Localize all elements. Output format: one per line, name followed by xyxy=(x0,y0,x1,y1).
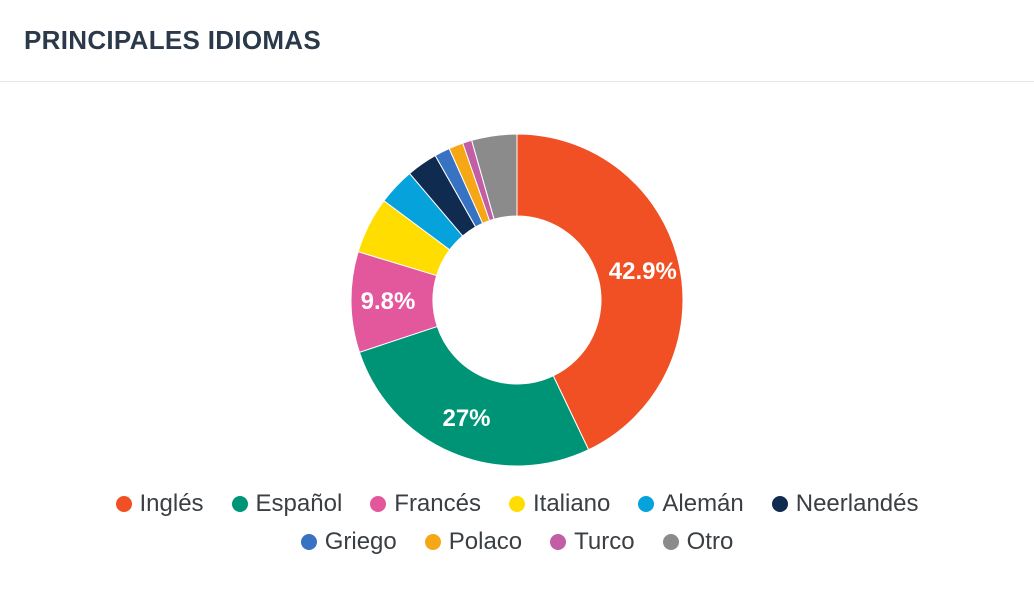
legend-item-polaco[interactable]: Polaco xyxy=(425,528,522,556)
legend-label: Italiano xyxy=(533,490,610,518)
legend-swatch xyxy=(370,496,386,512)
legend-label: Francés xyxy=(394,490,481,518)
legend-label: Griego xyxy=(325,528,397,556)
legend-label: Otro xyxy=(687,528,734,556)
legend-item-otro[interactable]: Otro xyxy=(663,528,734,556)
card-header: PRINCIPALES IDIOMAS xyxy=(0,0,1034,82)
legend-swatch xyxy=(663,534,679,550)
legend-item-neerlandés[interactable]: Neerlandés xyxy=(772,490,919,518)
chart-legend: Inglés Español Francés Italiano Alemán Neerla… xyxy=(0,490,1034,556)
chart-title: PRINCIPALES IDIOMAS xyxy=(24,25,321,56)
legend-label: Inglés xyxy=(140,490,204,518)
legend-item-español[interactable]: Español xyxy=(232,490,343,518)
legend-swatch xyxy=(509,496,525,512)
legend-label: Español xyxy=(256,490,343,518)
legend-swatch xyxy=(116,496,132,512)
legend-label: Turco xyxy=(574,528,634,556)
legend-item-alemán[interactable]: Alemán xyxy=(638,490,743,518)
legend-swatch xyxy=(772,496,788,512)
legend-swatch xyxy=(550,534,566,550)
donut-chart: 42.9% 27% 9.8% xyxy=(0,82,1034,482)
data-label-español: 27% xyxy=(442,405,490,432)
legend-swatch xyxy=(638,496,654,512)
data-label-francés: 9.8% xyxy=(361,288,416,315)
legend-item-italiano[interactable]: Italiano xyxy=(509,490,610,518)
legend-item-turco[interactable]: Turco xyxy=(550,528,634,556)
legend-row: Inglés Español Francés Italiano Alemán Neerla… xyxy=(102,490,933,518)
legend-item-francés[interactable]: Francés xyxy=(370,490,481,518)
legend-item-griego[interactable]: Griego xyxy=(301,528,397,556)
legend-item-inglés[interactable]: Inglés xyxy=(116,490,204,518)
legend-swatch xyxy=(301,534,317,550)
legend-label: Neerlandés xyxy=(796,490,919,518)
legend-swatch xyxy=(425,534,441,550)
chart-area: 42.9% 27% 9.8% Inglés Español Francés Italian… xyxy=(0,82,1034,616)
legend-label: Alemán xyxy=(662,490,743,518)
data-label-inglés: 42.9% xyxy=(609,258,677,285)
legend-label: Polaco xyxy=(449,528,522,556)
legend-swatch xyxy=(232,496,248,512)
slice-español[interactable] xyxy=(359,326,588,466)
legend-row: Griego Polaco Turco Otro xyxy=(287,528,748,556)
